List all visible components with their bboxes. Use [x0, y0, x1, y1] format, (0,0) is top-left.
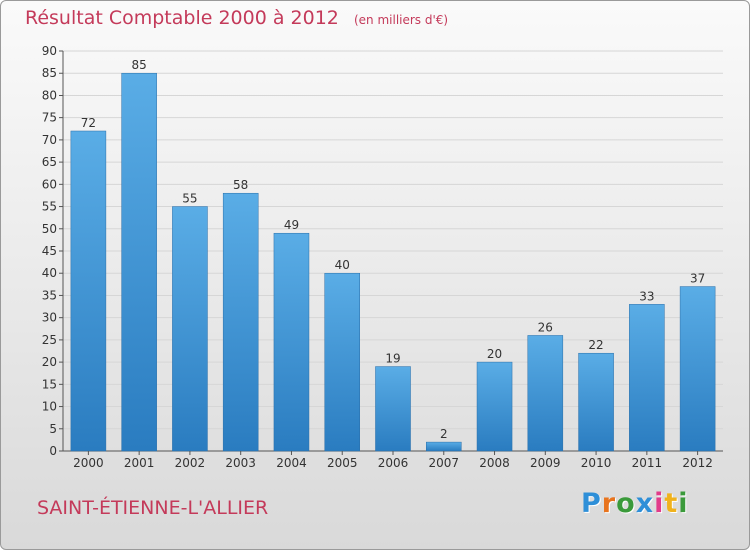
bar-2002 — [172, 206, 208, 452]
value-label-2003: 58 — [233, 178, 248, 192]
bar-2004 — [273, 232, 310, 452]
value-label-2008: 20 — [487, 347, 502, 361]
x-tick-label-2006: 2006 — [378, 456, 409, 470]
y-tick-label: 70 — [42, 133, 57, 147]
x-tick-label-2004: 2004 — [276, 456, 307, 470]
y-tick-label: 40 — [42, 266, 57, 280]
x-tick-label-2008: 2008 — [479, 456, 510, 470]
y-tick-label: 25 — [42, 333, 57, 347]
value-labels: 72 85 55 58 49 40 19 2 20 26 22 33 37 — [81, 58, 706, 441]
y-tick-label: 65 — [42, 155, 57, 169]
title-row: Résultat Comptable 2000 à 2012 (en milli… — [25, 7, 448, 29]
x-tick-label-2007: 2007 — [428, 456, 459, 470]
bar-2007 — [426, 441, 462, 452]
y-tick-label: 50 — [42, 222, 57, 236]
x-tick-label-2010: 2010 — [581, 456, 612, 470]
bar-2001 — [121, 72, 157, 452]
y-tick-label: 80 — [42, 88, 57, 102]
logo-letter: x — [635, 488, 655, 519]
x-tick-label-2001: 2001 — [124, 456, 155, 470]
logo-letter: i — [678, 488, 689, 519]
value-label-2010: 22 — [588, 338, 603, 352]
value-label-2000: 72 — [81, 116, 96, 130]
value-label-2006: 19 — [385, 352, 400, 366]
y-tick-labels: 0 5 10 15 20 25 30 35 40 45 50 55 60 65 70 75 80 85 90 — [42, 44, 63, 458]
value-label-2007: 2 — [440, 427, 448, 441]
x-tick-label-2000: 2000 — [73, 456, 104, 470]
chart-title: Résultat Comptable 2000 à 2012 — [25, 7, 339, 29]
bar-2010 — [578, 352, 614, 452]
y-tick-label: 75 — [42, 111, 57, 125]
bar-2011 — [629, 304, 665, 452]
x-tick-label-2011: 2011 — [632, 456, 663, 470]
x-tick-labels: 2000 2001 2002 2003 2004 2005 2006 2007 2008 2009… — [73, 451, 713, 470]
y-tick-label: 15 — [42, 377, 57, 391]
x-tick-label-2002: 2002 — [175, 456, 206, 470]
value-label-2009: 26 — [538, 320, 553, 334]
y-tick-label: 55 — [42, 200, 57, 214]
x-tick-label-2003: 2003 — [225, 456, 256, 470]
unit-note: (en milliers d'€) — [353, 13, 449, 27]
logo-letter: P — [581, 488, 602, 519]
y-tick-label: 10 — [42, 400, 57, 414]
bar-2000 — [70, 130, 107, 452]
value-label-2001: 85 — [132, 58, 147, 72]
bar-2012 — [679, 286, 716, 452]
bar-2008 — [476, 361, 513, 452]
bar-2003 — [222, 192, 259, 452]
bar-2009 — [527, 335, 564, 452]
x-tick-label-2005: 2005 — [327, 456, 358, 470]
y-tick-label: 60 — [42, 177, 57, 191]
bar-2005 — [324, 272, 360, 452]
y-tick-label: 0 — [49, 444, 57, 458]
logo-letter: i — [654, 488, 665, 519]
value-label-2011: 33 — [639, 289, 654, 303]
x-tick-label-2012: 2012 — [682, 456, 713, 470]
logo-letter: o — [616, 488, 636, 519]
y-tick-label: 85 — [42, 66, 57, 80]
proxiti-logo: Proxiti — [581, 488, 689, 519]
y-tick-label: 5 — [49, 422, 57, 436]
value-label-2002: 55 — [182, 192, 197, 206]
commune-name: SAINT-ÉTIENNE-L'ALLIER — [37, 497, 269, 519]
logo-letter: r — [601, 488, 617, 519]
y-tick-label: 45 — [42, 244, 57, 258]
y-tick-label: 20 — [42, 355, 57, 369]
logo-letter: t — [664, 488, 679, 519]
bar-2006 — [375, 366, 411, 452]
value-label-2004: 49 — [284, 218, 299, 232]
value-label-2005: 40 — [335, 258, 350, 272]
y-tick-label: 90 — [42, 44, 57, 58]
y-tick-label: 30 — [42, 311, 57, 325]
value-label-2012: 37 — [690, 272, 705, 286]
bars — [70, 72, 716, 452]
y-tick-label: 35 — [42, 288, 57, 302]
x-tick-label-2009: 2009 — [530, 456, 561, 470]
